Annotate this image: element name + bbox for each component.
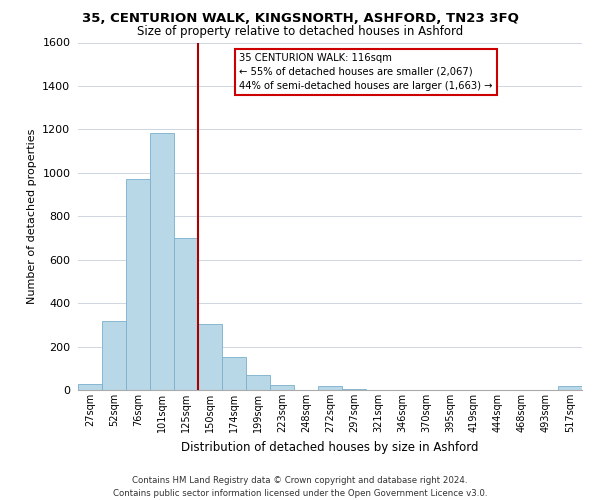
Bar	[198, 324, 222, 390]
X-axis label: Distribution of detached houses by size in Ashford: Distribution of detached houses by size …	[181, 440, 479, 454]
Bar	[102, 320, 126, 390]
Bar	[246, 375, 270, 390]
Bar	[558, 386, 582, 390]
Text: 35, CENTURION WALK, KINGSNORTH, ASHFORD, TN23 3FQ: 35, CENTURION WALK, KINGSNORTH, ASHFORD,…	[82, 12, 518, 26]
Text: Contains HM Land Registry data © Crown copyright and database right 2024.
Contai: Contains HM Land Registry data © Crown c…	[113, 476, 487, 498]
Text: 35 CENTURION WALK: 116sqm
← 55% of detached houses are smaller (2,067)
44% of se: 35 CENTURION WALK: 116sqm ← 55% of detac…	[239, 53, 493, 91]
Bar	[150, 132, 174, 390]
Bar	[342, 389, 366, 390]
Bar	[318, 386, 342, 390]
Bar	[174, 238, 198, 390]
Bar	[78, 384, 102, 390]
Text: Size of property relative to detached houses in Ashford: Size of property relative to detached ho…	[137, 25, 463, 38]
Bar	[222, 358, 246, 390]
Bar	[270, 384, 294, 390]
Bar	[126, 180, 150, 390]
Y-axis label: Number of detached properties: Number of detached properties	[26, 128, 37, 304]
